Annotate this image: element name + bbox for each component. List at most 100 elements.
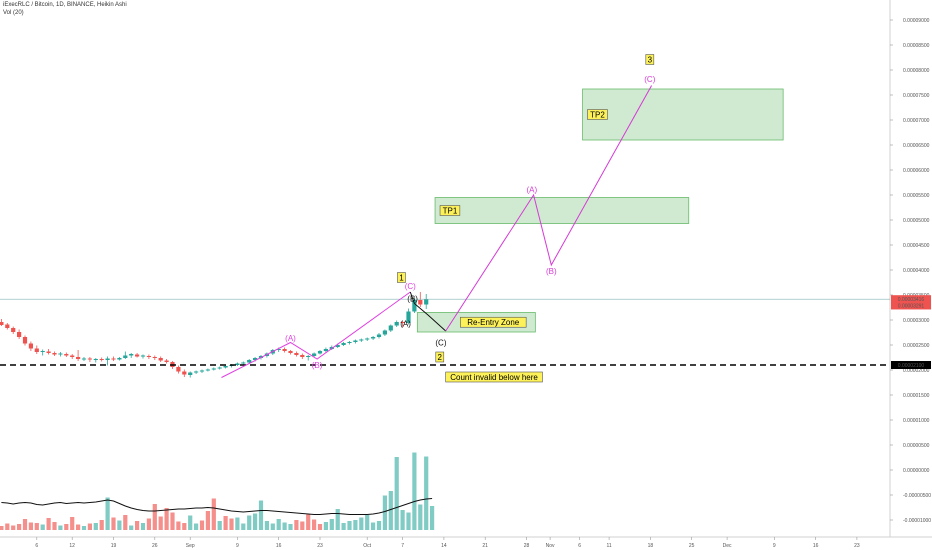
- candle-body: [0, 322, 4, 325]
- candle-body: [117, 358, 122, 360]
- correction-wave-label: (C): [435, 339, 446, 348]
- volume-ma-line: [1, 498, 433, 515]
- price-tick-label: 0.00008500: [903, 43, 930, 49]
- wave-degree-label: 1: [399, 274, 404, 283]
- volume-bar: [5, 523, 10, 530]
- time-tick-label: 9: [236, 543, 239, 549]
- volume-bar: [182, 523, 187, 530]
- time-tick-label: 18: [648, 543, 654, 549]
- time-tick-label: 11: [606, 543, 611, 549]
- time-tick-label: Sep: [186, 543, 195, 549]
- candle-body: [182, 371, 187, 375]
- candle-body: [87, 358, 92, 360]
- candle-body: [359, 339, 364, 341]
- indicator-label: Vol (20): [3, 10, 24, 16]
- price-tick-label: 0.00007000: [903, 118, 930, 124]
- volume-bar: [406, 512, 411, 530]
- candle-body: [34, 348, 39, 352]
- time-tick-label: 12: [69, 543, 75, 549]
- target-zone: [582, 88, 784, 141]
- candle-body: [205, 369, 210, 371]
- price-tick-label: 0.00005500: [903, 193, 930, 199]
- candle-body: [22, 337, 28, 344]
- time-tick-label: 6: [35, 543, 38, 549]
- candle-body: [306, 356, 311, 357]
- price-marker-box: [891, 301, 931, 310]
- candle-body: [199, 370, 205, 372]
- volume-bar: [306, 514, 311, 530]
- volume-bar: [382, 495, 387, 530]
- volume-bar: [376, 521, 382, 530]
- volume-bar: [70, 517, 75, 530]
- zone-label: TP2: [590, 110, 605, 119]
- price-tick-label: 0.00006500: [903, 143, 930, 149]
- volume-bar: [323, 522, 328, 530]
- wave-label: (B): [312, 361, 323, 370]
- volume-bar: [188, 515, 193, 530]
- time-tick-label: 16: [276, 543, 282, 549]
- volume-bar: [341, 523, 346, 530]
- volume-bar: [229, 518, 234, 530]
- time-tick-label: 26: [152, 543, 158, 549]
- time-tick-label: 16: [813, 543, 819, 549]
- candle-body: [424, 299, 429, 305]
- zone-label: Re-Entry Zone: [467, 318, 520, 327]
- price-marker-box: [891, 295, 931, 304]
- volume-bar: [164, 508, 169, 530]
- zone-label-box: [439, 205, 461, 216]
- volume-bar: [359, 517, 364, 530]
- volume-bar: [158, 516, 163, 530]
- candle-body: [17, 332, 22, 337]
- time-tick-label: 14: [441, 543, 447, 549]
- wave-label: (C): [405, 282, 416, 291]
- candle-body: [105, 358, 110, 360]
- volume-bar: [282, 522, 287, 530]
- candle-body: [418, 300, 423, 305]
- volume-bar: [217, 521, 222, 530]
- time-tick-label: Oct: [363, 543, 371, 549]
- candle-body: [288, 351, 293, 353]
- volume-bar: [317, 524, 323, 530]
- volume-bar: [194, 523, 199, 530]
- correction-wave-label: (A): [400, 320, 411, 329]
- volume-bar: [140, 523, 146, 530]
- candle-body: [111, 358, 116, 360]
- volume-bar: [312, 519, 317, 530]
- time-tick-label: 21: [482, 543, 488, 549]
- candle-body: [11, 328, 16, 332]
- volume-bar: [300, 521, 305, 530]
- volume-bar: [123, 515, 128, 530]
- volume-bar: [34, 523, 39, 530]
- price-tick-label: 0.00004000: [903, 268, 930, 274]
- volume-bar: [129, 525, 134, 530]
- wave-degree-tag: [645, 54, 655, 65]
- price-tick-label: 0.00001500: [903, 393, 930, 399]
- volume-bar: [152, 504, 157, 530]
- time-tick-label: 28: [524, 543, 530, 549]
- candle-body: [52, 353, 57, 355]
- candle-body: [406, 311, 411, 323]
- candle-body: [294, 353, 299, 355]
- volume-bar: [223, 516, 228, 530]
- volume-bar: [22, 519, 28, 530]
- projected-wave-path: [445, 85, 653, 332]
- candle-body: [28, 343, 33, 349]
- candle-body: [400, 322, 405, 323]
- price-tick-label: 0.00007500: [903, 93, 930, 99]
- volume-bar: [418, 504, 423, 530]
- volume-bar: [253, 513, 258, 530]
- price-tick-label: 0.00000500: [903, 443, 930, 449]
- volume-bar: [353, 520, 358, 530]
- candle-body: [300, 355, 305, 357]
- wave-label: (A): [285, 334, 296, 343]
- candle-body: [347, 342, 352, 343]
- candle-body: [341, 343, 346, 345]
- candle-body: [241, 362, 246, 364]
- volume-bar: [81, 526, 87, 530]
- volume-bar: [17, 524, 22, 530]
- volume-bar: [146, 518, 151, 530]
- price-tick-label: -0.00000500: [903, 493, 931, 499]
- volume-bar: [46, 518, 51, 530]
- candle-body: [140, 355, 146, 357]
